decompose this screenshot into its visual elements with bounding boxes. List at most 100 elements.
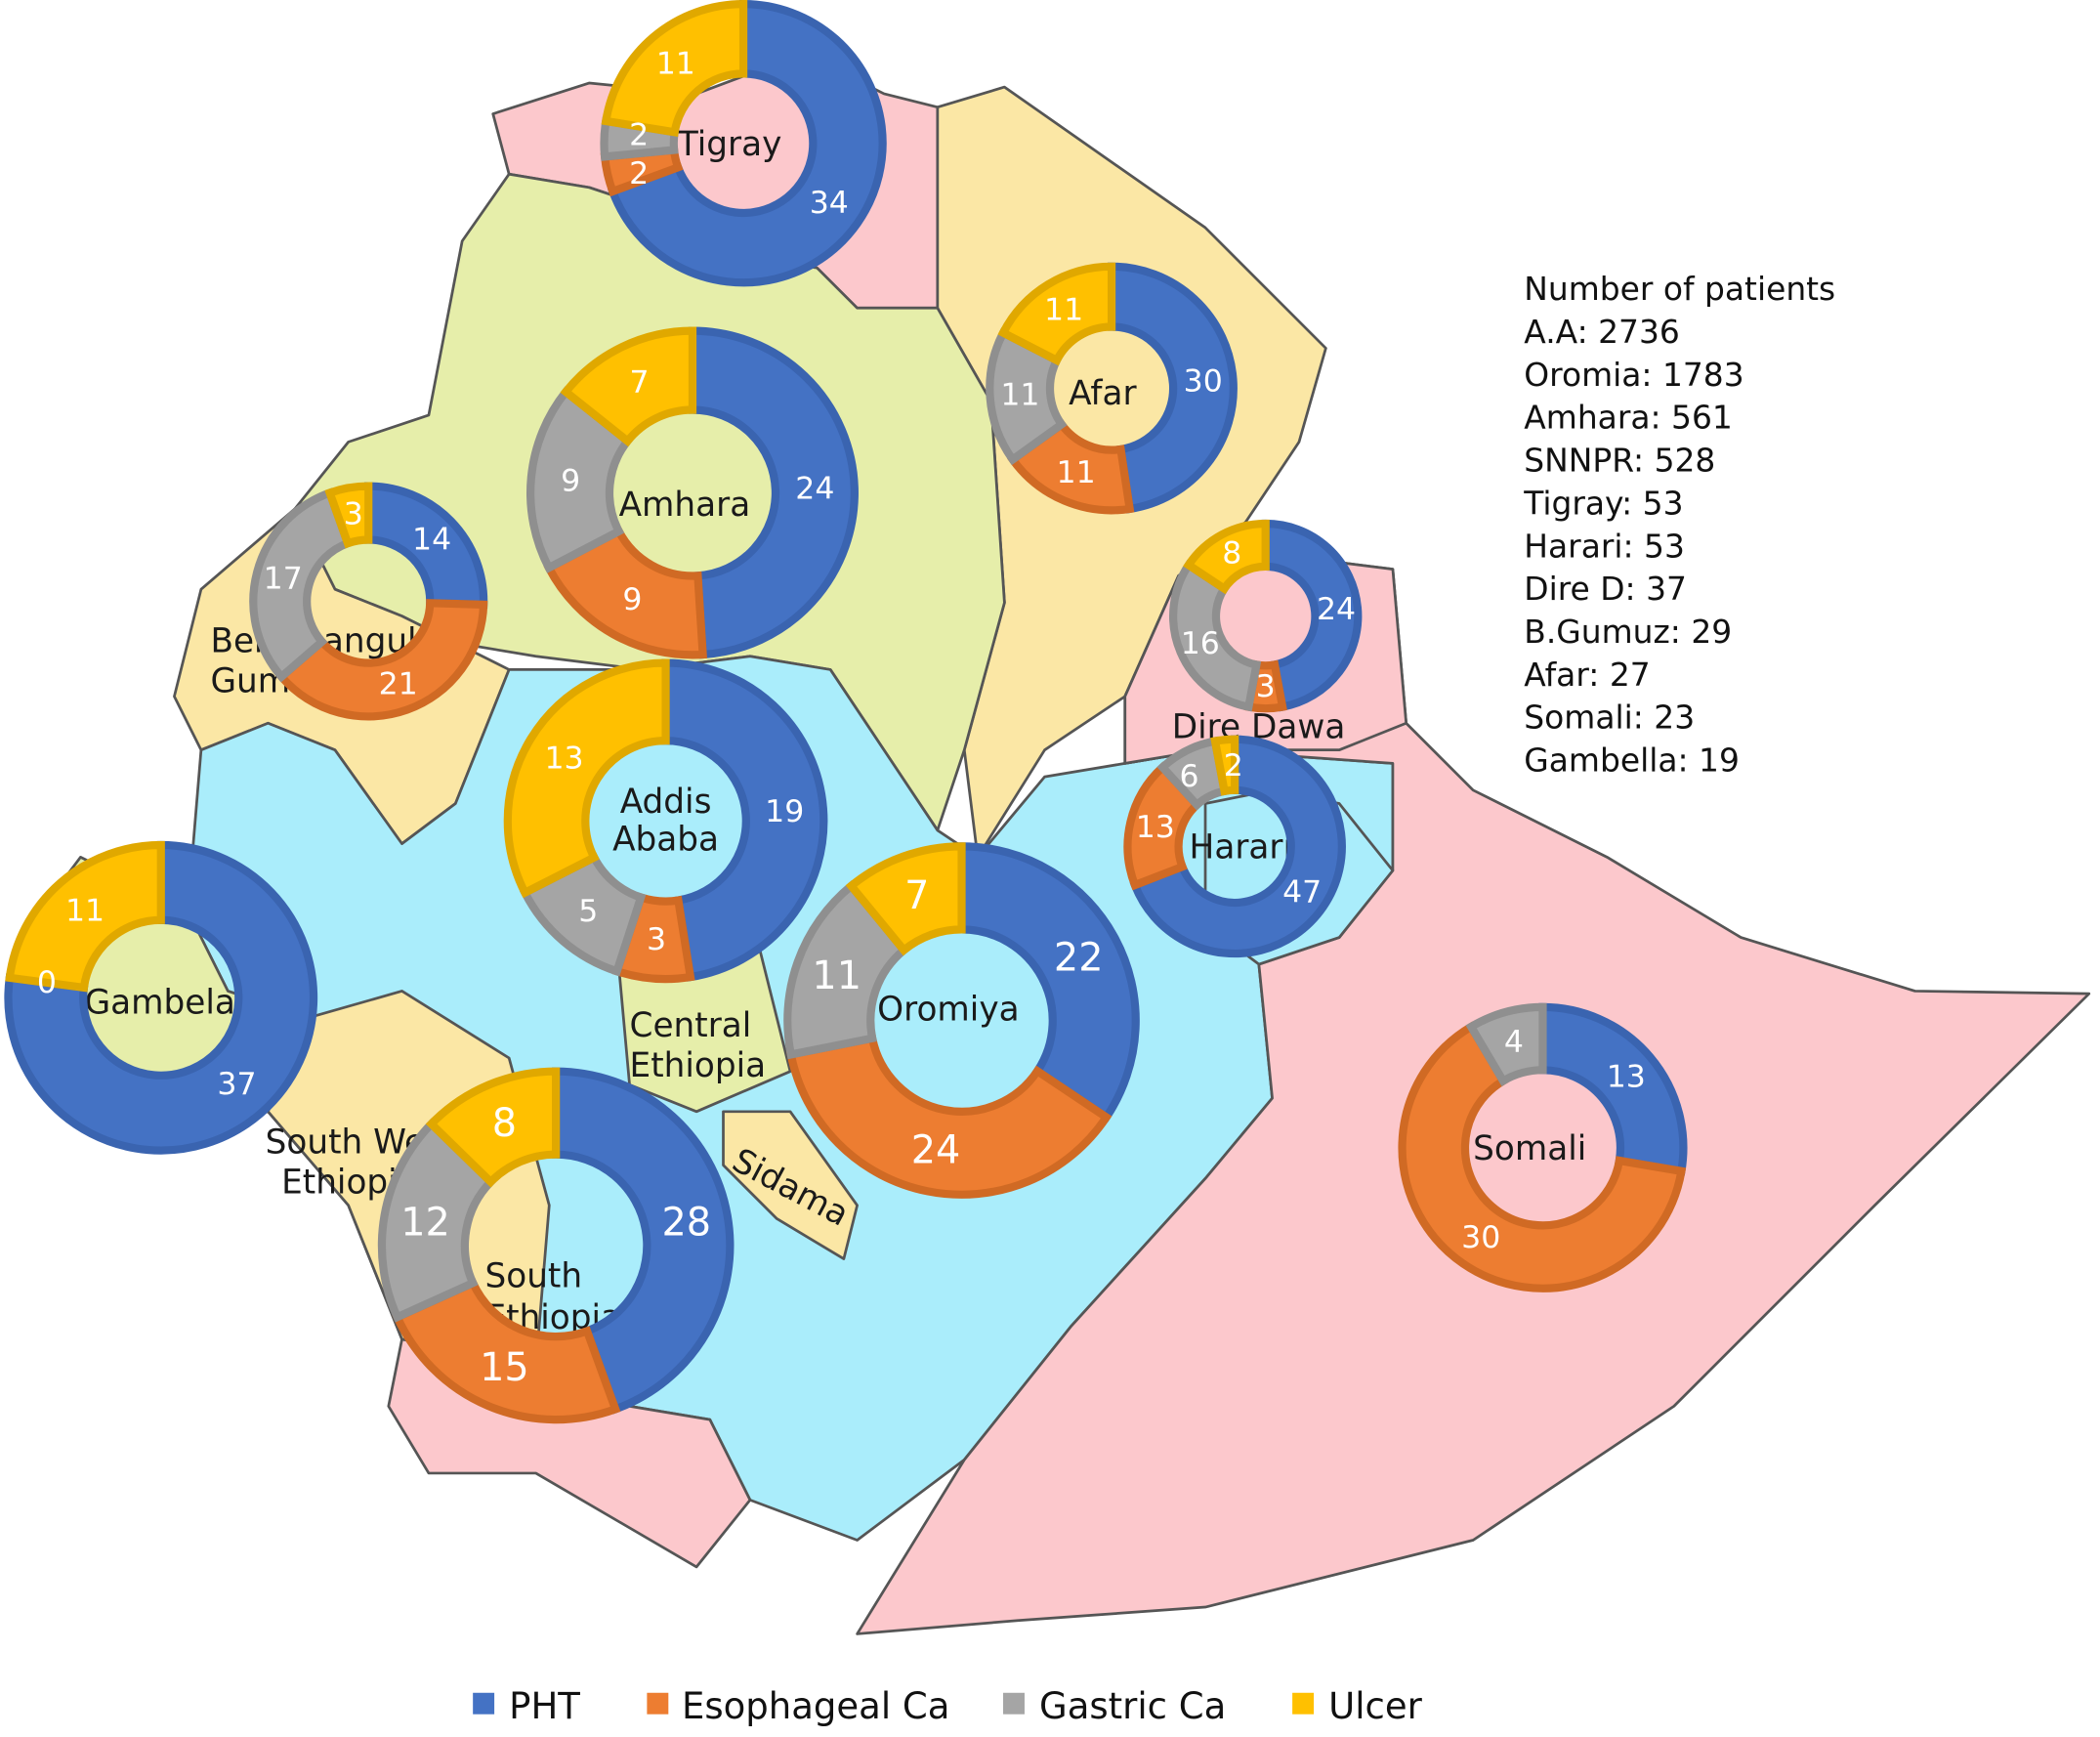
label-central-1: Central <box>630 1006 752 1045</box>
data-label-gastric-ca: 12 <box>400 1200 450 1245</box>
donut-amhara: 24 9 9 7 <box>526 326 859 659</box>
data-label-pht: 24 <box>1317 592 1356 627</box>
slice-gastric-ca <box>1169 559 1262 712</box>
slice-ulcer <box>997 262 1116 366</box>
patients-count: Afar: 27 <box>1524 656 1650 694</box>
data-label-gastric-ca: 4 <box>1504 1025 1524 1060</box>
slice-pht <box>1538 1002 1688 1176</box>
slice-pht <box>364 482 488 610</box>
patients-count: Harari: 53 <box>1524 527 1685 565</box>
data-label-gastric-ca: 16 <box>1181 626 1220 661</box>
slice-esophageal-ca <box>392 1277 621 1424</box>
patients-count: Amhara: 561 <box>1524 399 1733 437</box>
data-label-gastric-ca: 17 <box>264 562 303 597</box>
label-addis-ababa: Addis Ababa <box>612 782 720 859</box>
data-label-esophageal-ca: 11 <box>1057 455 1096 490</box>
label-gambela: Gambela <box>85 984 235 1023</box>
patients-count: Somali: 23 <box>1524 699 1695 737</box>
data-label-gastric-ca: 5 <box>578 894 598 929</box>
data-label-esophageal-ca: 30 <box>1461 1220 1500 1255</box>
donut-afar: 30 11 11 11 <box>986 262 1238 515</box>
data-label-pht: 24 <box>795 471 834 506</box>
data-label-gastric-ca: 9 <box>561 463 580 498</box>
data-label-pht: 47 <box>1282 875 1322 911</box>
slice-esophageal-ca <box>275 599 488 721</box>
patients-count: A.A: 2736 <box>1524 313 1680 351</box>
donut-oromiya: 22 24 11 7 <box>783 842 1140 1199</box>
data-label-ulcer: 7 <box>630 364 650 400</box>
donut-somali: 13 30 4 <box>1398 1002 1688 1292</box>
donut-dire-dawa: 24 3 16 8 <box>1169 519 1363 713</box>
slice-pht <box>957 842 1140 1123</box>
slice-ulcer <box>425 1067 561 1188</box>
slice-pht <box>1107 262 1238 514</box>
data-label-ulcer: 2 <box>1224 748 1243 784</box>
data-label-esophageal-ca: 13 <box>1136 810 1175 845</box>
slice-ulcer <box>601 0 748 138</box>
patients-count: Gambella: 19 <box>1524 741 1740 780</box>
donut-benishangul-gumuz: 14 21 17 3 <box>249 482 488 721</box>
legend-label-pht: PHT <box>509 1685 580 1727</box>
donut-gambela: 37 0 11 <box>4 840 318 1155</box>
data-label-gastric-ca: 6 <box>1180 759 1199 794</box>
label-central-2: Ethiopia <box>630 1046 767 1085</box>
slice-gastric-ca <box>249 487 354 683</box>
donut-addis-ababa: 19 3 5 13 <box>503 658 828 984</box>
data-label-esophageal-ca: 3 <box>1256 669 1276 704</box>
label-afar: Afar <box>1069 374 1137 413</box>
data-label-pht: 28 <box>662 1200 712 1245</box>
data-label-gastric-ca: 11 <box>812 953 861 998</box>
label-tigray: Tigray <box>677 125 782 164</box>
label-oromiya: Oromiya <box>877 991 1019 1030</box>
data-label-pht: 14 <box>412 522 451 557</box>
legend-swatch-esophageal <box>647 1692 669 1715</box>
data-label-ulcer: 11 <box>1044 292 1083 327</box>
slice-ulcer <box>560 326 697 447</box>
slice-pht <box>552 1067 735 1415</box>
patients-count: Dire D: 37 <box>1524 570 1687 608</box>
data-label-pht: 22 <box>1054 936 1104 981</box>
legend: PHT Esophageal Ca Gastric Ca Ulcer <box>473 1685 1423 1727</box>
slice-esophageal-ca <box>1123 761 1203 891</box>
slice-pht <box>4 840 318 1155</box>
slice-esophageal-ca <box>1398 1021 1687 1292</box>
data-label-ulcer: 11 <box>656 46 695 81</box>
patients-count: Oromia: 1783 <box>1524 356 1743 394</box>
slice-ulcer <box>1183 519 1270 595</box>
patients-count: B.Gumuz: 29 <box>1524 613 1732 651</box>
legend-swatch-pht <box>473 1692 495 1715</box>
donut-south-ethiopia: 28 15 12 8 <box>377 1067 735 1424</box>
label-addis-ababa-wrap: Addis Ababa <box>612 782 720 859</box>
region-sidama <box>722 1110 859 1260</box>
slice-gastric-ca <box>783 880 910 1060</box>
legend-label-esophageal: Esophageal Ca <box>682 1685 949 1727</box>
slice-pht <box>1261 519 1363 712</box>
donut-tigray: 34 2 2 11 <box>600 0 887 287</box>
slice-esophageal-ca <box>785 1033 1113 1199</box>
data-label-esophageal-ca: 3 <box>647 922 666 957</box>
slice-gastric-ca <box>377 1118 497 1323</box>
label-harari: Harari <box>1190 828 1292 868</box>
slice-pht <box>688 326 859 659</box>
legend-label-gastric: Gastric Ca <box>1039 1685 1226 1727</box>
data-label-pht: 30 <box>1184 364 1223 400</box>
slice-pht <box>607 0 887 287</box>
data-label-esophageal-ca: 9 <box>622 582 642 617</box>
slice-esophageal-ca <box>543 526 707 659</box>
data-label-esophageal-ca: 2 <box>629 156 649 191</box>
data-label-ulcer: 7 <box>904 873 929 918</box>
data-label-gastric-ca: 11 <box>1000 378 1039 413</box>
patients-count: SNNPR: 528 <box>1524 442 1715 480</box>
slice-ulcer <box>845 842 966 956</box>
slice-gastric-ca <box>526 386 634 573</box>
patients-info: Number of patients A.A: 2736 Oromia: 1783… <box>1523 270 1835 780</box>
data-label-pht: 37 <box>217 1067 256 1102</box>
label-amhara: Amhara <box>619 486 751 525</box>
slice-ulcer <box>1210 735 1239 796</box>
slice-ulcer <box>324 482 373 549</box>
slice-ulcer <box>5 840 165 993</box>
data-label-esophageal-ca: 24 <box>911 1128 961 1173</box>
data-label-pht: 19 <box>765 794 804 829</box>
data-label-ulcer: 8 <box>492 1101 517 1146</box>
